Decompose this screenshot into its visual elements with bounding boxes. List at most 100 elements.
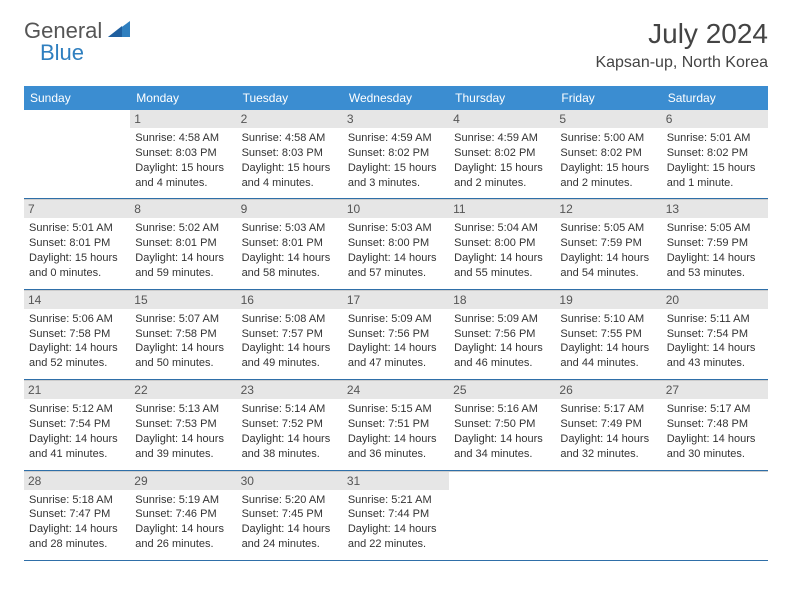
- calendar-cell: 31Sunrise: 5:21 AMSunset: 7:44 PMDayligh…: [343, 471, 449, 560]
- calendar-cell: 28Sunrise: 5:18 AMSunset: 7:47 PMDayligh…: [24, 471, 130, 560]
- cell-line-sunset: Sunset: 7:50 PM: [454, 417, 550, 432]
- day-number: 8: [130, 200, 236, 218]
- cell-line-day1: Daylight: 15 hours: [29, 251, 125, 266]
- calendar-week: 28 Sunrise: 5:18 AMSunset: 7:47 PM Dayligh…: [24, 471, 768, 561]
- cell-line-day2: and 54 minutes.: [560, 266, 656, 281]
- calendar-cell: 13Sunrise: 5:05 AMSunset: 7:59 PMDayligh…: [662, 199, 768, 288]
- cell-line-sunrise: Sunrise: 5:17 AM: [667, 402, 763, 417]
- cell-line-day1: Daylight: 14 hours: [242, 251, 338, 266]
- calendar-cell: 29Sunrise: 5:19 AMSunset: 7:46 PMDayligh…: [130, 471, 236, 560]
- day-number: 7: [24, 200, 130, 218]
- day-number: 18: [449, 291, 555, 309]
- cell-line-sunrise: Sunrise: 5:15 AM: [348, 402, 444, 417]
- cell-line-sunrise: Sunrise: 4:59 AM: [454, 131, 550, 146]
- day-number: 6: [662, 110, 768, 128]
- calendar-cell: 8Sunrise: 5:02 AMSunset: 8:01 PMDaylight…: [130, 199, 236, 288]
- cell-line-sunrise: Sunrise: 5:17 AM: [560, 402, 656, 417]
- calendar-cell: 9Sunrise: 5:03 AMSunset: 8:01 PMDaylight…: [237, 199, 343, 288]
- month-title: July 2024: [595, 18, 768, 50]
- cell-line-sunset: Sunset: 7:59 PM: [560, 236, 656, 251]
- calendar-cell: 24Sunrise: 5:15 AMSunset: 7:51 PMDayligh…: [343, 380, 449, 469]
- cell-line-sunrise: Sunrise: 5:19 AM: [135, 493, 231, 508]
- cell-line-sunset: Sunset: 8:00 PM: [348, 236, 444, 251]
- cell-line-sunrise: Sunrise: 5:02 AM: [135, 221, 231, 236]
- cell-line-sunset: Sunset: 8:02 PM: [560, 146, 656, 161]
- cell-line-day1: Daylight: 14 hours: [560, 341, 656, 356]
- calendar-cell: [555, 471, 661, 560]
- calendar-cell: 2Sunrise: 4:58 AMSunset: 8:03 PMDaylight…: [237, 110, 343, 198]
- cell-line-sunrise: Sunrise: 5:06 AM: [29, 312, 125, 327]
- cell-line-day2: and 38 minutes.: [242, 447, 338, 462]
- cell-line-sunrise: Sunrise: 5:20 AM: [242, 493, 338, 508]
- calendar-cell: 30Sunrise: 5:20 AMSunset: 7:45 PMDayligh…: [237, 471, 343, 560]
- cell-line-sunrise: Sunrise: 5:01 AM: [29, 221, 125, 236]
- day-header-cell: Thursday: [449, 86, 555, 110]
- cell-line-sunset: Sunset: 8:00 PM: [454, 236, 550, 251]
- cell-line-day2: and 2 minutes.: [560, 176, 656, 191]
- day-number: 17: [343, 291, 449, 309]
- calendar-cell: 25Sunrise: 5:16 AMSunset: 7:50 PMDayligh…: [449, 380, 555, 469]
- day-number: 1: [130, 110, 236, 128]
- day-number: 24: [343, 381, 449, 399]
- cell-line-day1: Daylight: 15 hours: [348, 161, 444, 176]
- cell-line-day2: and 57 minutes.: [348, 266, 444, 281]
- calendar-week: 14Sunrise: 5:06 AMSunset: 7:58 PMDayligh…: [24, 290, 768, 380]
- cell-line-sunset: Sunset: 7:47 PM: [29, 507, 125, 522]
- calendar-cell: 27 Sunrise: 5:17 AMSunset: 7:48 PMDayligh…: [662, 380, 768, 469]
- day-number: 25: [449, 381, 555, 399]
- location: Kapsan-up, North Korea: [595, 54, 768, 72]
- cell-line-sunrise: Sunrise: 5:03 AM: [348, 221, 444, 236]
- cell-line-sunset: Sunset: 8:01 PM: [242, 236, 338, 251]
- cell-line-sunrise: Sunrise: 5:00 AM: [560, 131, 656, 146]
- day-number: 11: [449, 200, 555, 218]
- cell-line-sunset: Sunset: 8:03 PM: [135, 146, 231, 161]
- cell-line-day2: and 28 minutes.: [29, 537, 125, 552]
- day-header-cell: Wednesday: [343, 86, 449, 110]
- day-header-cell: Monday: [130, 86, 236, 110]
- cell-line-sunset: Sunset: 7:56 PM: [454, 327, 550, 342]
- cell-line-sunset: Sunset: 7:57 PM: [242, 327, 338, 342]
- day-number: 28: [24, 472, 130, 490]
- cell-line-day1: Daylight: 14 hours: [348, 522, 444, 537]
- calendar-cell: 5Sunrise: 5:00 AMSunset: 8:02 PMDaylight…: [555, 110, 661, 198]
- cell-line-sunset: Sunset: 7:48 PM: [667, 417, 763, 432]
- cell-line-day1: Daylight: 14 hours: [348, 432, 444, 447]
- cell-line-sunset: Sunset: 8:02 PM: [348, 146, 444, 161]
- day-number: 23: [237, 381, 343, 399]
- calendar-cell: 11Sunrise: 5:04 AMSunset: 8:00 PMDayligh…: [449, 199, 555, 288]
- cell-line-sunrise: Sunrise: 5:18 AM: [29, 493, 125, 508]
- day-number: 27: [662, 381, 768, 399]
- day-number: 9: [237, 200, 343, 218]
- cell-line-sunrise: Sunrise: 5:21 AM: [348, 493, 444, 508]
- cell-line-sunrise: Sunrise: 5:10 AM: [560, 312, 656, 327]
- cell-line-day1: Daylight: 14 hours: [242, 341, 338, 356]
- calendar-cell: 20Sunrise: 5:11 AMSunset: 7:54 PMDayligh…: [662, 290, 768, 379]
- day-header-cell: Friday: [555, 86, 661, 110]
- cell-line-sunrise: Sunrise: 5:11 AM: [667, 312, 763, 327]
- cell-line-day2: and 24 minutes.: [242, 537, 338, 552]
- cell-line-day2: and 49 minutes.: [242, 356, 338, 371]
- calendar-cell: 3Sunrise: 4:59 AMSunset: 8:02 PMDaylight…: [343, 110, 449, 198]
- calendar-cell: 18Sunrise: 5:09 AMSunset: 7:56 PMDayligh…: [449, 290, 555, 379]
- cell-line-sunrise: Sunrise: 5:12 AM: [29, 402, 125, 417]
- cell-line-sunrise: Sunrise: 5:05 AM: [560, 221, 656, 236]
- cell-line-day1: Daylight: 15 hours: [135, 161, 231, 176]
- cell-line-sunset: Sunset: 7:52 PM: [242, 417, 338, 432]
- cell-line-sunset: Sunset: 7:58 PM: [29, 327, 125, 342]
- cell-line-day1: Daylight: 14 hours: [242, 522, 338, 537]
- cell-line-day1: Daylight: 14 hours: [135, 522, 231, 537]
- cell-line-sunset: Sunset: 8:01 PM: [135, 236, 231, 251]
- cell-line-sunset: Sunset: 8:01 PM: [29, 236, 125, 251]
- cell-line-sunrise: Sunrise: 4:58 AM: [242, 131, 338, 146]
- cell-line-day2: and 1 minute.: [667, 176, 763, 191]
- cell-line-day2: and 4 minutes.: [242, 176, 338, 191]
- cell-line-sunrise: Sunrise: 5:07 AM: [135, 312, 231, 327]
- cell-line-day2: and 41 minutes.: [29, 447, 125, 462]
- title-block: July 2024 Kapsan-up, North Korea: [595, 18, 768, 72]
- cell-line-day1: Daylight: 14 hours: [667, 432, 763, 447]
- day-number: 20: [662, 291, 768, 309]
- cell-line-day1: Daylight: 14 hours: [242, 432, 338, 447]
- cell-line-day2: and 4 minutes.: [135, 176, 231, 191]
- cell-line-day2: and 44 minutes.: [560, 356, 656, 371]
- day-header-cell: Tuesday: [237, 86, 343, 110]
